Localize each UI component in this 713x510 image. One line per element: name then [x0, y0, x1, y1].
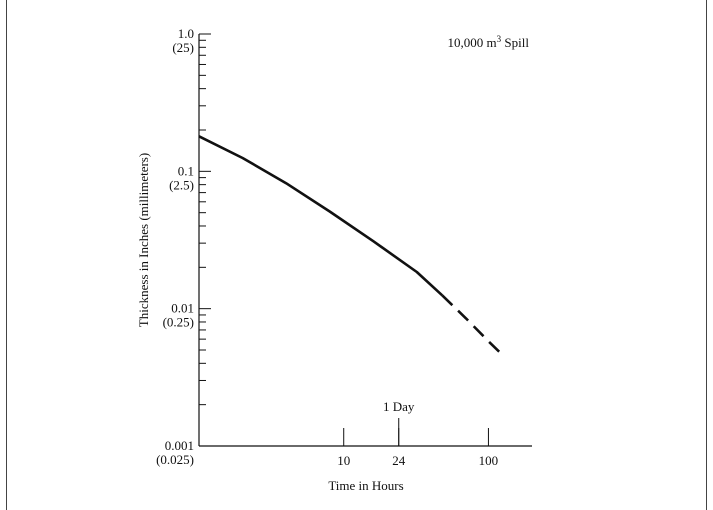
- y-tick-sublabel: (0.25): [163, 315, 194, 330]
- y-tick-label: 0.01: [171, 301, 194, 316]
- series-layer: [198, 135, 501, 354]
- y-tick-label: 1.0: [178, 26, 194, 41]
- y-tick-sublabel: (0.025): [156, 452, 194, 467]
- y-axis-label: Thickness in Inches (millimeters): [136, 153, 151, 327]
- y-tick-sublabel: (2.5): [169, 177, 194, 192]
- y-tick-label: 0.1: [178, 163, 194, 178]
- x-tick-label: 10: [337, 453, 350, 468]
- extrapolated-thickness-line: [441, 294, 501, 354]
- thickness-line: [198, 135, 444, 297]
- y-tick-label: 0.001: [165, 438, 194, 453]
- x-axis-label: Time in Hours: [328, 478, 403, 493]
- one-day-marker-label: 1 Day: [383, 399, 415, 414]
- x-tick-label: 100: [479, 453, 499, 468]
- y-tick-sublabel: (25): [172, 40, 194, 55]
- axes: 1.0(25) 0.1(2.5) 0.01(0.25) 0.001(0.025) 10 2…: [156, 26, 532, 468]
- spill-annotation: 10,000 m3 Spill: [448, 34, 530, 50]
- figure-frame: [6, 0, 707, 510]
- x-tick-label: 24: [392, 453, 406, 468]
